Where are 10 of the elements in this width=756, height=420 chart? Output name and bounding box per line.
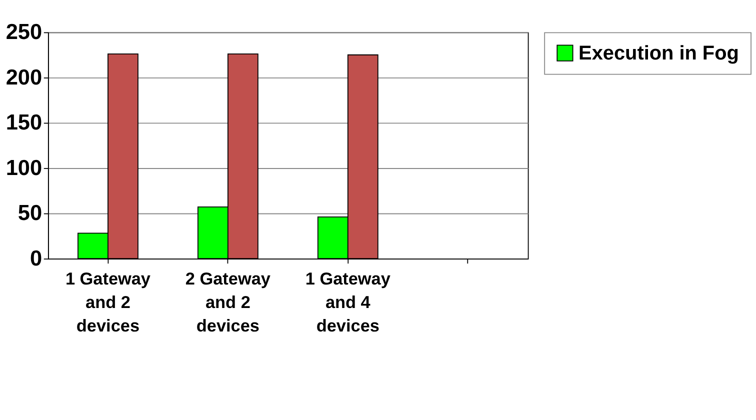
y-tick-label: 0 (30, 245, 42, 270)
y-tick-label: 100 (6, 154, 42, 180)
x-tick-label: 1 Gateway and 4 devices (305, 268, 391, 336)
x-tick-label: 2 Gateway and 2 devices (185, 268, 271, 336)
y-tick-label: 50 (18, 200, 42, 226)
y-tick-label: 150 (6, 110, 42, 135)
legend-label: Execution in Fog (578, 42, 739, 64)
y-tick-label: 250 (6, 19, 42, 44)
x-tick-label: 1 Gateway and 2 devices (65, 268, 151, 336)
y-tick-label: 200 (6, 64, 42, 90)
